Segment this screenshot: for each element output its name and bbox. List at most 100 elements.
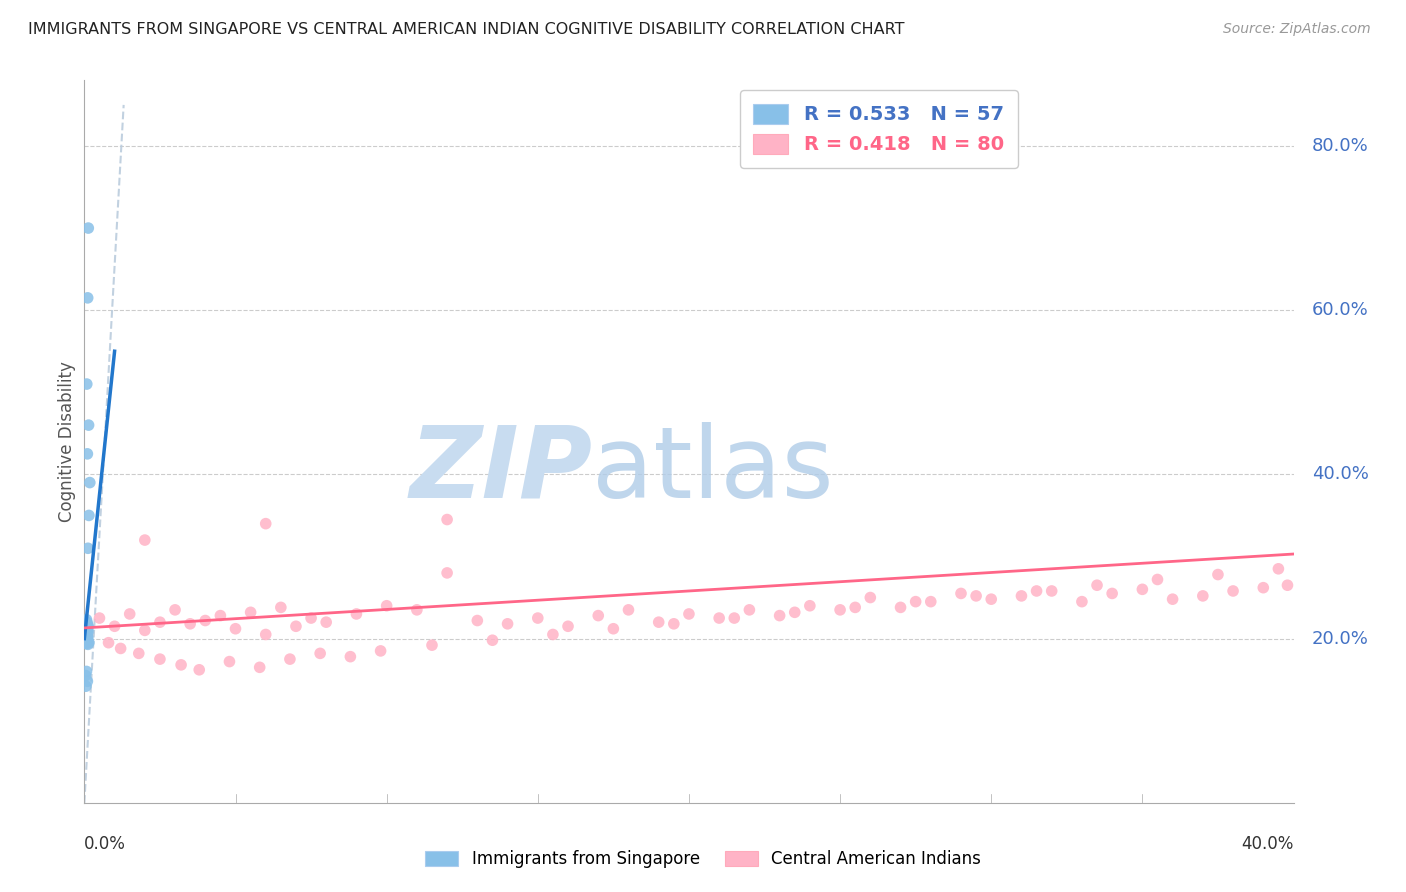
Point: [76, 632, 98, 646]
Point: [285, 619, 308, 633]
Point: [77, 221, 100, 235]
Point: [496, 616, 519, 631]
Point: [76, 291, 98, 305]
Point: [75, 679, 97, 693]
Point: [75, 627, 97, 641]
Point: [110, 641, 132, 656]
Point: [1161, 592, 1184, 607]
Point: [76, 622, 98, 636]
Point: [75, 621, 97, 635]
Point: [420, 638, 443, 652]
Point: [617, 603, 640, 617]
Point: [904, 594, 927, 608]
Point: [77, 636, 100, 650]
Point: [1253, 581, 1275, 595]
Point: [104, 619, 127, 633]
Point: [75, 617, 97, 632]
Text: ZIP: ZIP: [409, 422, 592, 519]
Point: [75, 625, 97, 640]
Point: [309, 646, 332, 660]
Point: [76, 619, 98, 633]
Point: [75, 636, 97, 650]
Point: [254, 627, 277, 641]
Point: [76, 632, 98, 647]
Point: [783, 605, 806, 619]
Point: [769, 608, 792, 623]
Text: 20.0%: 20.0%: [1312, 630, 1368, 648]
Point: [76, 629, 98, 643]
Point: [1011, 589, 1033, 603]
Point: [118, 607, 141, 621]
Point: [76, 631, 98, 645]
Point: [79, 475, 101, 490]
Point: [75, 615, 97, 630]
Point: [75, 615, 97, 630]
Point: [76, 616, 98, 631]
Point: [75, 627, 97, 641]
Text: Source: ZipAtlas.com: Source: ZipAtlas.com: [1223, 22, 1371, 37]
Point: [799, 599, 821, 613]
Point: [76, 623, 98, 637]
Point: [299, 611, 322, 625]
Point: [76, 618, 98, 632]
Point: [346, 607, 368, 621]
Point: [76, 624, 98, 638]
Text: 40.0%: 40.0%: [1312, 466, 1368, 483]
Point: [370, 644, 392, 658]
Point: [1040, 584, 1063, 599]
Point: [278, 652, 301, 666]
Point: [1146, 573, 1168, 587]
Point: [75, 620, 97, 634]
Point: [527, 611, 550, 625]
Point: [97, 636, 120, 650]
Point: [77, 619, 100, 633]
Point: [557, 619, 579, 633]
Point: [76, 447, 98, 461]
Point: [194, 614, 217, 628]
Legend: Immigrants from Singapore, Central American Indians: Immigrants from Singapore, Central Ameri…: [418, 844, 988, 875]
Point: [436, 512, 458, 526]
Point: [1277, 578, 1299, 592]
Point: [1071, 594, 1094, 608]
Point: [859, 591, 882, 605]
Point: [75, 621, 97, 635]
Point: [1101, 586, 1123, 600]
Text: IMMIGRANTS FROM SINGAPORE VS CENTRAL AMERICAN INDIAN COGNITIVE DISABILITY CORREL: IMMIGRANTS FROM SINGAPORE VS CENTRAL AME…: [28, 22, 904, 37]
Point: [1267, 562, 1289, 576]
Point: [149, 615, 172, 630]
Point: [678, 607, 700, 621]
Point: [149, 652, 172, 666]
Point: [76, 632, 98, 646]
Point: [77, 508, 100, 523]
Point: [225, 622, 247, 636]
Point: [75, 668, 97, 682]
Point: [134, 533, 156, 547]
Point: [315, 615, 337, 630]
Point: [1206, 567, 1229, 582]
Point: [830, 603, 852, 617]
Point: [890, 600, 912, 615]
Point: [77, 625, 100, 640]
Point: [209, 608, 232, 623]
Point: [1025, 584, 1047, 599]
Point: [920, 594, 942, 608]
Point: [541, 627, 564, 641]
Point: [170, 657, 193, 672]
Point: [339, 649, 361, 664]
Point: [980, 592, 1002, 607]
Point: [1192, 589, 1215, 603]
Point: [76, 633, 98, 648]
Point: [165, 603, 187, 617]
Point: [188, 663, 211, 677]
Point: [1085, 578, 1108, 592]
Point: [965, 589, 987, 603]
Point: [254, 516, 277, 531]
Point: [709, 611, 731, 625]
Point: [249, 660, 271, 674]
Point: [77, 541, 100, 556]
Point: [1130, 582, 1153, 597]
Point: [723, 611, 745, 625]
Text: atlas: atlas: [592, 422, 834, 519]
Y-axis label: Cognitive Disability: Cognitive Disability: [58, 361, 76, 522]
Point: [76, 634, 98, 648]
